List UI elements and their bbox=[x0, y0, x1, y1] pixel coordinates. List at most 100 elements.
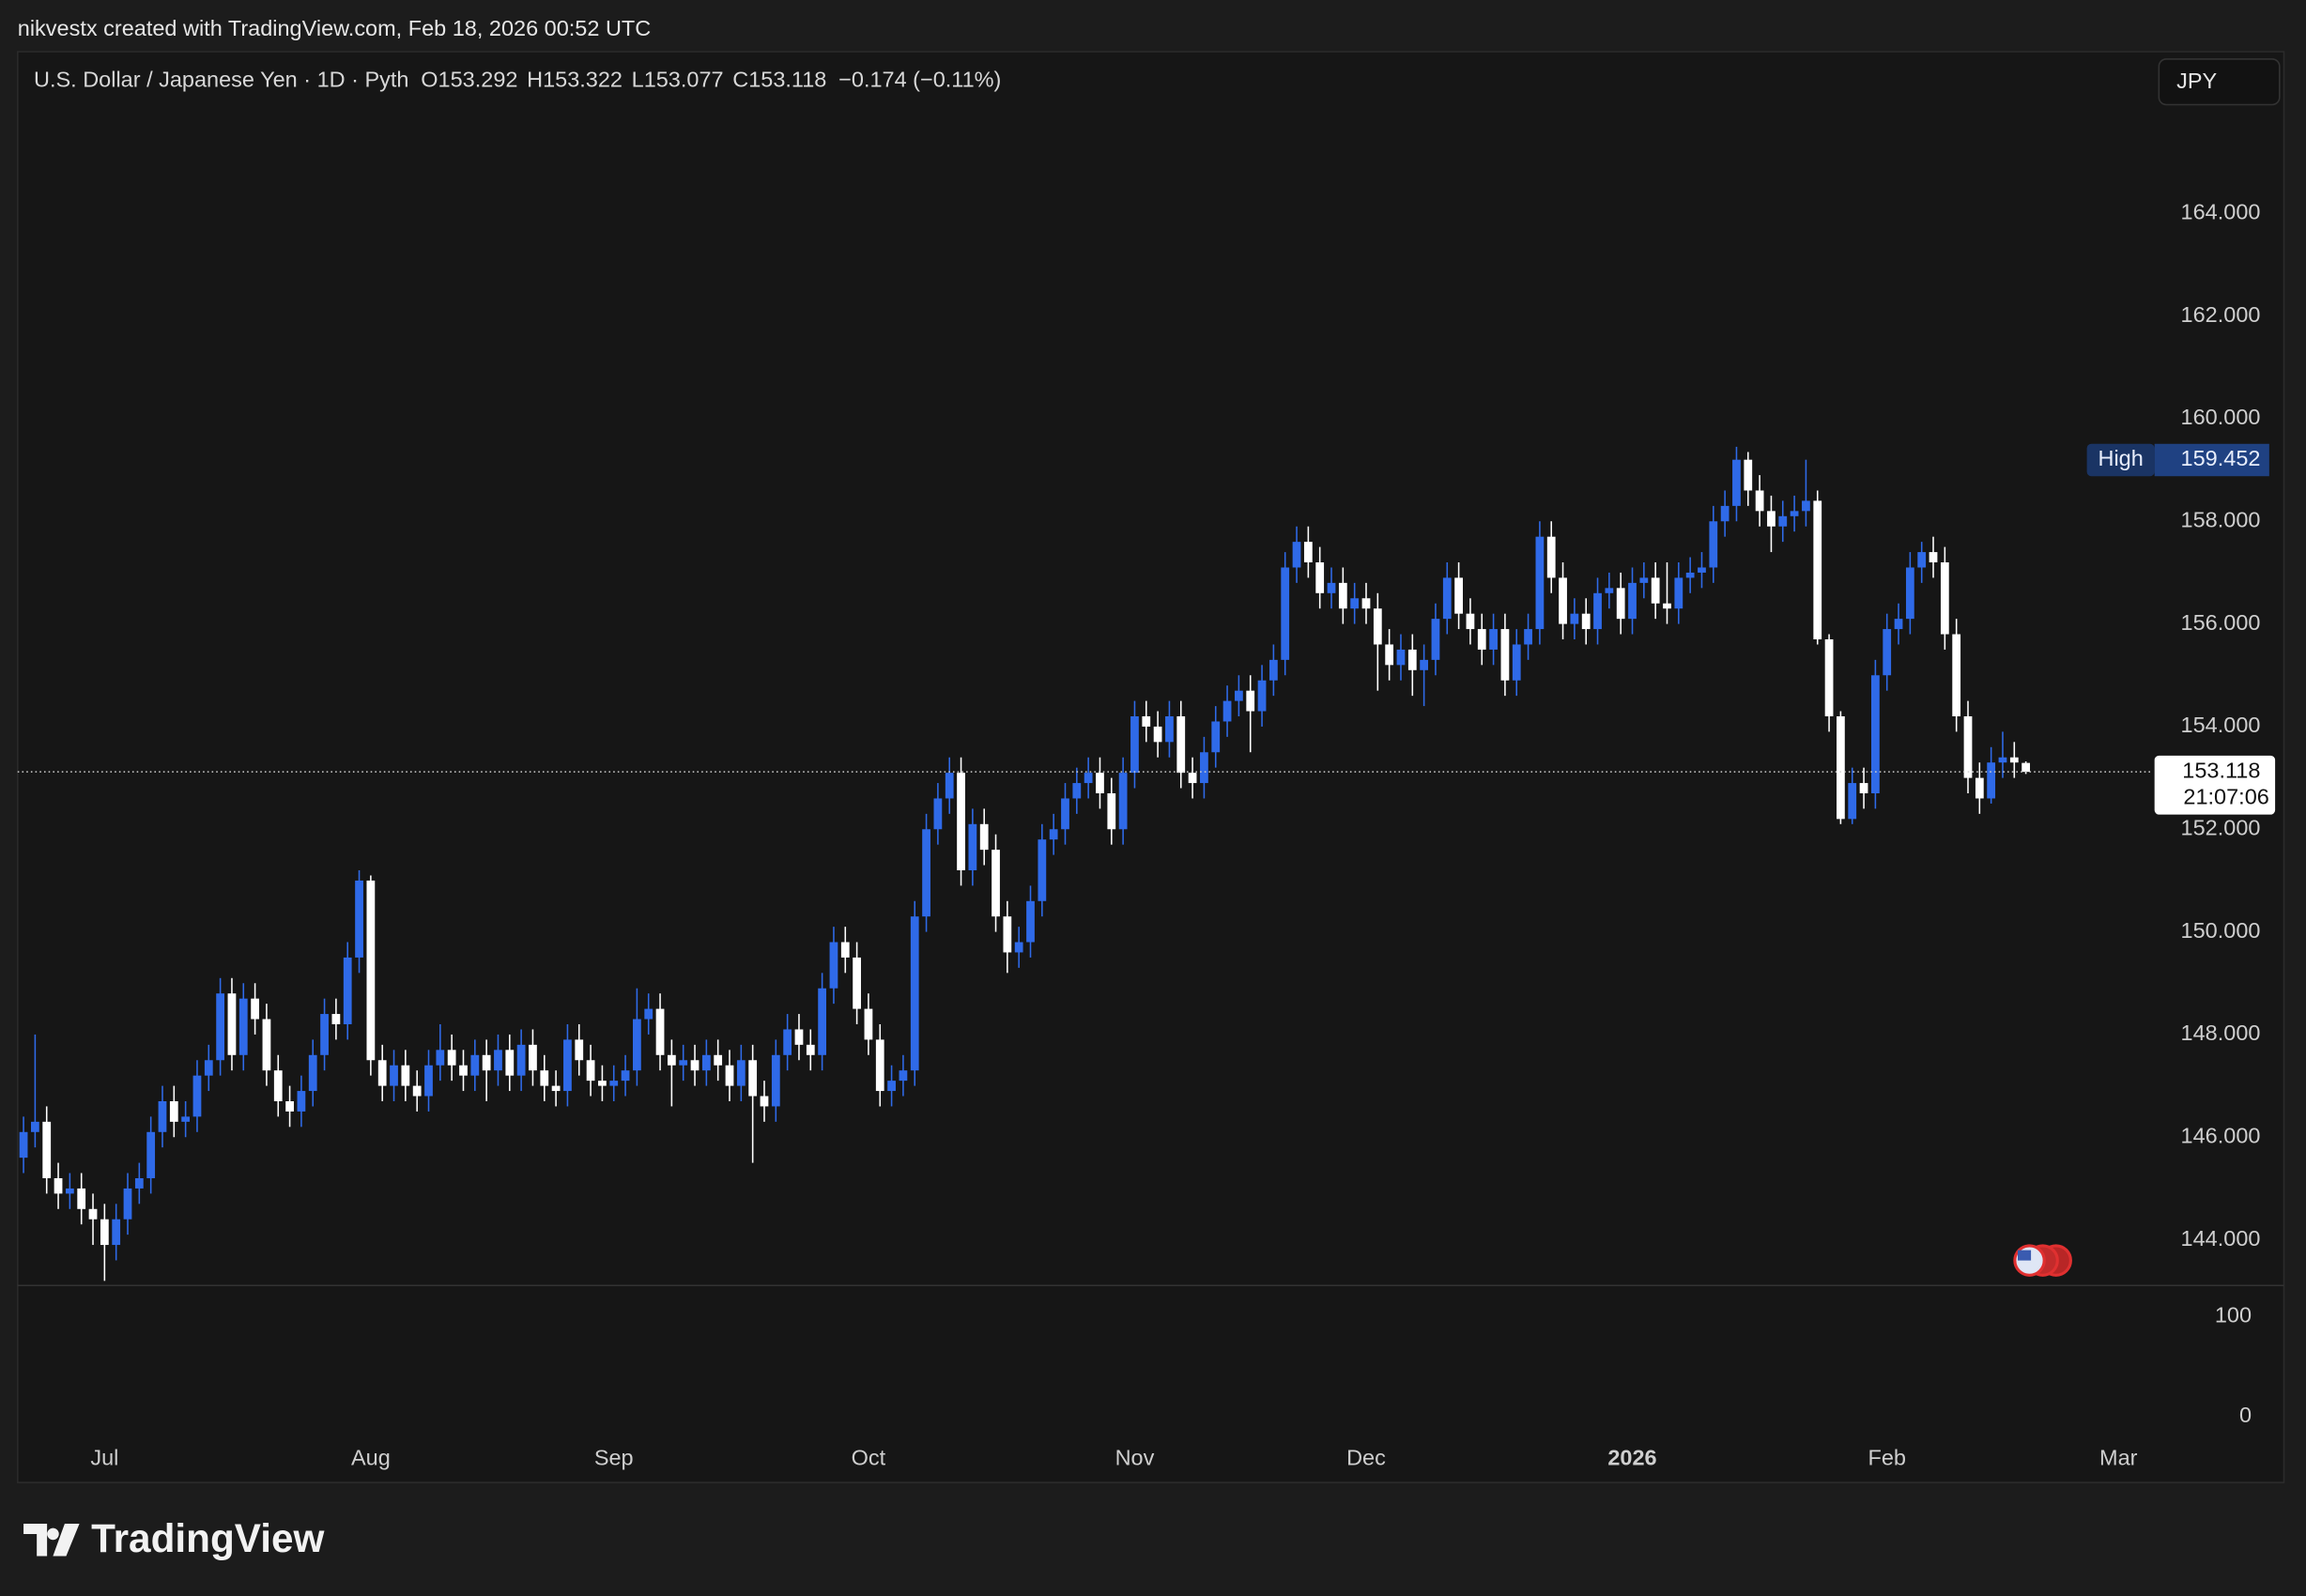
candle-body bbox=[1200, 752, 1208, 784]
ohlc-letter: H bbox=[527, 68, 543, 92]
event-flags[interactable] bbox=[2013, 1244, 2072, 1277]
candle-body bbox=[331, 1014, 341, 1024]
countdown: 21:07:06 bbox=[2183, 785, 2268, 809]
candle-body bbox=[736, 1060, 746, 1086]
candle-body bbox=[459, 1065, 468, 1076]
candle-body bbox=[1639, 577, 1649, 583]
high-value-label: 159.452 bbox=[2181, 446, 2261, 470]
legend: U.S. Dollar / Japanese Yen · 1D · Pyth O… bbox=[34, 68, 1001, 92]
candle-body bbox=[979, 823, 989, 851]
candle-body bbox=[875, 1039, 884, 1092]
candle-body bbox=[1130, 716, 1139, 774]
candle-body bbox=[1407, 649, 1417, 670]
candle-body bbox=[494, 1050, 502, 1071]
candle-body bbox=[794, 1029, 804, 1045]
candle-body bbox=[77, 1188, 86, 1209]
candle-body bbox=[910, 916, 919, 1071]
y-tick-label: 144.000 bbox=[2181, 1226, 2261, 1251]
candle-body bbox=[1338, 582, 1347, 609]
candle-body bbox=[575, 1039, 584, 1061]
candle-body bbox=[1894, 619, 1903, 630]
logo-icon bbox=[23, 1523, 80, 1557]
candle-body bbox=[436, 1050, 445, 1066]
candle-body bbox=[968, 823, 977, 870]
low-value: 153.077 bbox=[644, 68, 724, 92]
candle-body bbox=[238, 998, 248, 1055]
candle-body bbox=[1489, 629, 1498, 650]
candle-body bbox=[31, 1121, 39, 1132]
attribution: nikvestx created with TradingView.com, F… bbox=[18, 16, 651, 40]
candle-body bbox=[251, 998, 259, 1020]
candle-body bbox=[1975, 777, 1984, 799]
x-tick-label: Dec bbox=[1346, 1445, 1386, 1469]
x-tick-label: Jul bbox=[90, 1445, 118, 1469]
candle-body bbox=[65, 1188, 74, 1194]
candle-body bbox=[320, 1014, 329, 1055]
candle-body bbox=[343, 957, 352, 1024]
candle-body bbox=[297, 1091, 306, 1112]
candle-body bbox=[1767, 511, 1776, 527]
candle-body bbox=[424, 1065, 433, 1097]
candle-body bbox=[482, 1054, 491, 1071]
y-tick-label: 158.000 bbox=[2181, 507, 2261, 531]
candle-body bbox=[505, 1050, 515, 1076]
x-tick-label: Nov bbox=[1115, 1445, 1155, 1469]
candle-body bbox=[655, 1008, 665, 1055]
candle-body bbox=[1870, 675, 1880, 793]
candle-body bbox=[818, 988, 827, 1055]
candle-body bbox=[262, 1019, 271, 1071]
currency-label[interactable]: JPY bbox=[2176, 69, 2217, 93]
candle-body bbox=[1559, 577, 1567, 624]
candle-body bbox=[598, 1081, 607, 1086]
y-tick-label: 146.000 bbox=[2181, 1123, 2261, 1147]
candle-body bbox=[158, 1100, 167, 1132]
candle-body bbox=[1477, 629, 1486, 650]
candle-body bbox=[1744, 459, 1753, 491]
candle-body bbox=[216, 993, 225, 1061]
candle-body bbox=[748, 1060, 758, 1097]
candle-body bbox=[1222, 700, 1232, 722]
candle-body bbox=[1535, 536, 1545, 630]
candle-body bbox=[1188, 773, 1197, 784]
candle-body bbox=[2022, 762, 2031, 773]
candle-body bbox=[679, 1060, 688, 1066]
candle-body bbox=[1153, 726, 1162, 743]
chart-panel bbox=[17, 51, 2285, 1483]
candle-body bbox=[1905, 567, 1914, 620]
candle-body bbox=[1987, 762, 1996, 799]
candle-body bbox=[1998, 757, 2007, 763]
candle-body bbox=[1778, 515, 1788, 527]
x-tick-label: Sep bbox=[594, 1445, 634, 1469]
candle-body bbox=[529, 1044, 537, 1071]
y-tick-label: 160.000 bbox=[2181, 405, 2261, 429]
candle-body bbox=[134, 1177, 144, 1189]
candle-body bbox=[957, 773, 965, 870]
candle-body bbox=[1373, 608, 1382, 645]
x-tick-label: Oct bbox=[852, 1445, 886, 1469]
x-tick-label: Mar bbox=[2099, 1445, 2138, 1469]
candle-body bbox=[933, 798, 943, 830]
candle-body bbox=[1026, 900, 1035, 943]
currency-button[interactable] bbox=[2158, 58, 2281, 106]
candle-body bbox=[1084, 773, 1093, 784]
symbol: U.S. Dollar / Japanese Yen · 1D · Pyth bbox=[34, 68, 408, 92]
ohlc-letter: O bbox=[421, 68, 438, 92]
candle-body bbox=[88, 1208, 98, 1220]
candle-body bbox=[447, 1050, 456, 1066]
y-tick-label: 152.000 bbox=[2181, 815, 2261, 839]
candle-body bbox=[401, 1065, 410, 1086]
candle-body bbox=[1605, 588, 1614, 593]
candle-body bbox=[1929, 552, 1938, 563]
candle-body bbox=[1315, 562, 1325, 593]
candle-body bbox=[1940, 562, 1949, 635]
candle-body bbox=[1165, 716, 1174, 743]
candle-body bbox=[146, 1131, 156, 1178]
candle-body bbox=[853, 957, 861, 1009]
candle-body bbox=[1824, 639, 1834, 717]
candle-body bbox=[42, 1121, 52, 1178]
candle-body bbox=[1096, 773, 1104, 793]
candle-body bbox=[516, 1044, 526, 1076]
candle-body bbox=[1385, 644, 1394, 666]
